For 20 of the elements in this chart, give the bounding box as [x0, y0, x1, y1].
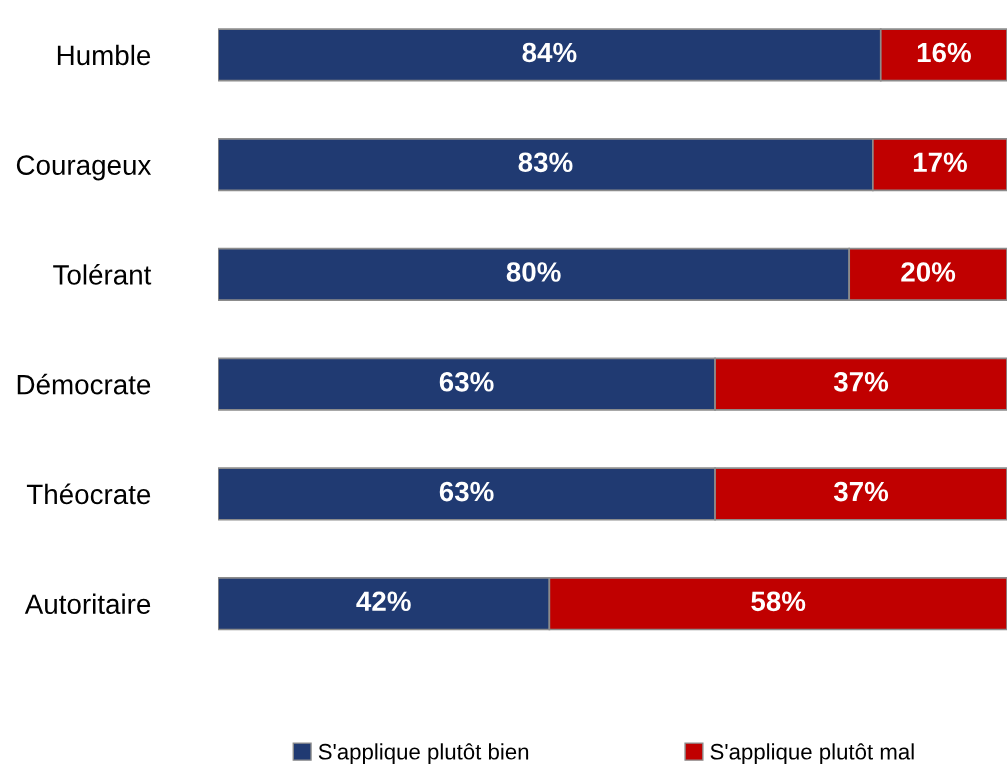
data-label: 83%: [518, 152, 573, 173]
data-label: 16%: [917, 42, 971, 63]
y-tick-label: Tolérant: [53, 264, 152, 285]
legend-label: S'applique plutôt bien: [318, 743, 529, 764]
data-label: 84%: [522, 42, 577, 63]
y-tick-label: Humble: [57, 44, 151, 66]
data-label: 37%: [833, 481, 889, 502]
y-tick-label: Démocrate: [17, 373, 151, 395]
data-label: 37%: [833, 371, 889, 392]
data-label: 63%: [439, 481, 494, 502]
y-tick-label: Théocrate: [26, 483, 151, 505]
data-label: 17%: [913, 152, 967, 173]
y-tick-label: Autoritaire: [24, 593, 151, 615]
data-label: 63%: [439, 371, 494, 392]
data-label: 20%: [901, 262, 956, 282]
legend-label: S'applique plutôt mal: [710, 743, 914, 764]
y-tick-label: Courageux: [16, 155, 152, 181]
data-label: 42%: [356, 591, 411, 612]
data-label: 58%: [751, 591, 806, 612]
data-label: 80%: [506, 262, 561, 282]
